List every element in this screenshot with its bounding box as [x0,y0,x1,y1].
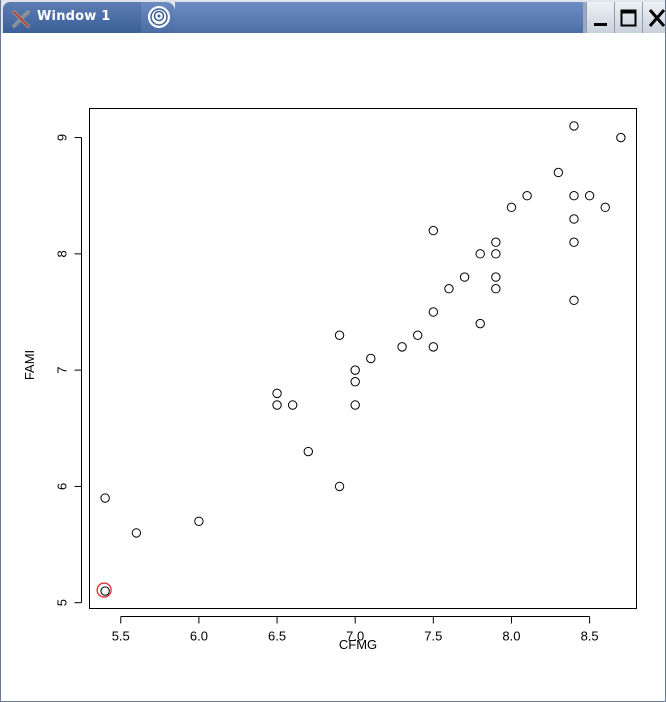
data-point [194,516,204,526]
x-tick-label: 6.5 [268,629,286,644]
y-axis-label: FAMI [22,350,37,380]
data-point [475,318,485,329]
data-point [350,377,360,387]
data-point [428,342,439,352]
minimize-button[interactable] [586,2,614,33]
data-point [428,225,439,236]
y-tick-label: 9 [55,134,70,141]
data-point [600,202,610,213]
x-tick-label: 6.0 [190,629,208,644]
x-tick-label: 7.5 [424,629,442,644]
data-point [506,202,517,213]
data-point [616,132,626,143]
close-button[interactable] [642,2,665,33]
y-axis: 5 6 7 8 9 [55,134,82,606]
close-icon [648,9,665,27]
data-point [350,365,360,375]
data-points [96,121,626,598]
data-point [491,249,501,259]
x-axis: 5.5 6.0 6.5 7.0 7.5 8.0 8.5 [112,616,599,644]
data-point [303,446,313,457]
plot-box [89,108,637,609]
y-tick-label: 8 [55,250,70,257]
x-tick-label: 8.5 [581,629,599,644]
scatter-plot: 5.5 6.0 6.5 7.0 7.5 8.0 8.5 5 6 7 8 9 CFMG FAMI [22,108,637,652]
data-point [350,400,360,410]
window-title: Window 1 [37,9,111,24]
window-tab[interactable]: Window 1 [3,2,149,33]
x-tick-label: 7.0 [346,629,364,644]
data-point [272,388,282,399]
data-point [569,121,579,131]
x-tick-label: 5.5 [112,629,130,644]
data-point [272,400,282,410]
data-point [491,237,501,247]
data-point [428,307,439,317]
x-tick-label: 8.0 [502,629,520,644]
data-point [522,191,532,201]
app-tab[interactable] [141,2,175,33]
data-point [366,353,376,364]
y-tick-label: 5 [55,599,70,606]
data-point [491,272,501,282]
data-point [397,342,407,352]
data-point [584,191,595,201]
y-tick-label: 7 [55,367,70,374]
data-point [553,167,564,178]
data-point [334,481,345,492]
data-point [287,400,298,410]
titlebar-separator [583,2,586,33]
data-point [100,586,110,596]
data-point [569,214,579,224]
y-tick-label: 6 [55,483,70,490]
data-point [569,237,579,247]
data-point [131,528,142,538]
minimize-icon [594,23,607,26]
titlebar[interactable]: Window 1 [1,0,665,33]
data-point [491,284,501,294]
x-axis-label: CFMG [339,637,377,652]
data-point [475,249,485,259]
data-point [100,493,110,503]
maximize-button[interactable] [614,2,642,33]
x-window-icon [12,10,30,28]
data-point [413,330,423,340]
data-point [569,191,579,201]
data-point [334,330,345,340]
data-point [459,272,470,282]
data-point [444,284,454,294]
data-point [569,295,579,306]
maximize-icon [620,9,637,27]
spiral-icon [148,6,170,28]
highlighted-point [96,582,112,598]
